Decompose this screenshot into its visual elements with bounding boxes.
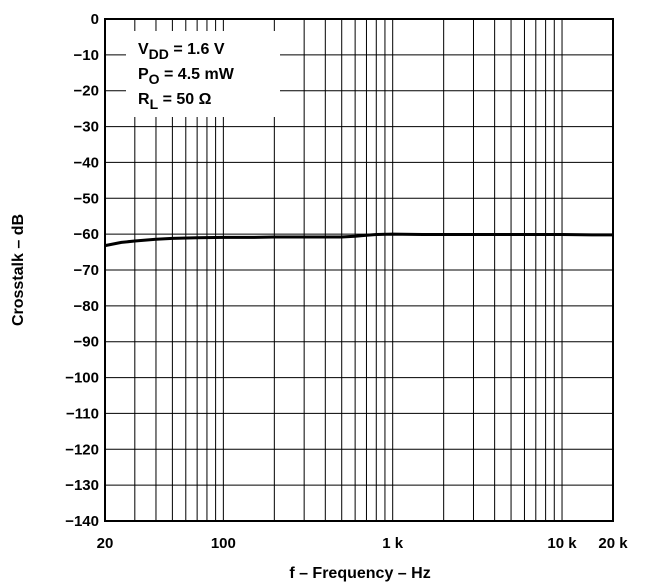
x-tick-label: 20 [97, 535, 114, 552]
y-tick-label: −120 [65, 441, 99, 458]
data-series [104, 232, 613, 248]
x-axis-label: f – Frequency – Hz [289, 565, 430, 582]
y-tick-label: −130 [65, 477, 99, 494]
y-tick-label: −10 [74, 47, 99, 64]
y-tick-label: −40 [74, 154, 99, 171]
y-tick-label: −30 [74, 119, 99, 136]
condition-line: RL = 50 Ω [138, 91, 212, 112]
x-tick-label: 100 [211, 535, 236, 552]
y-tick-labels: 0 −10 −20 −30 −40 −50 −60 −70 −80 −90 −100 −110 −120… [65, 11, 99, 530]
y-axis-label: Crosstalk – dB [10, 214, 27, 326]
y-tick-label: −80 [74, 298, 99, 315]
condition-line: VDD = 1.6 V [138, 41, 225, 62]
plot-frame [104, 18, 614, 522]
y-tick-label: −140 [65, 513, 99, 530]
y-tick-label: −20 [74, 83, 99, 100]
crosstalk-line [104, 232, 613, 248]
condition-line: PO = 4.5 mW [138, 66, 235, 87]
x-tick-label: 10 k [547, 535, 577, 552]
y-tick-label: −100 [65, 370, 99, 387]
x-tick-label: 20 k [598, 535, 628, 552]
y-tick-label: −50 [74, 190, 99, 207]
y-tick-label: −70 [74, 262, 99, 279]
y-tick-label: −110 [66, 405, 99, 422]
annotation-box [126, 31, 280, 117]
y-tick-label: 0 [91, 11, 99, 28]
y-tick-label: −60 [74, 226, 99, 243]
x-tick-label: 1 k [382, 535, 404, 552]
y-tick-label: −90 [74, 334, 99, 351]
x-tick-labels: 20 100 1 k 10 k 20 k [97, 535, 629, 552]
conditions-annotation: VDD = 1.6 V PO = 4.5 mW RL = 50 Ω [138, 41, 235, 112]
